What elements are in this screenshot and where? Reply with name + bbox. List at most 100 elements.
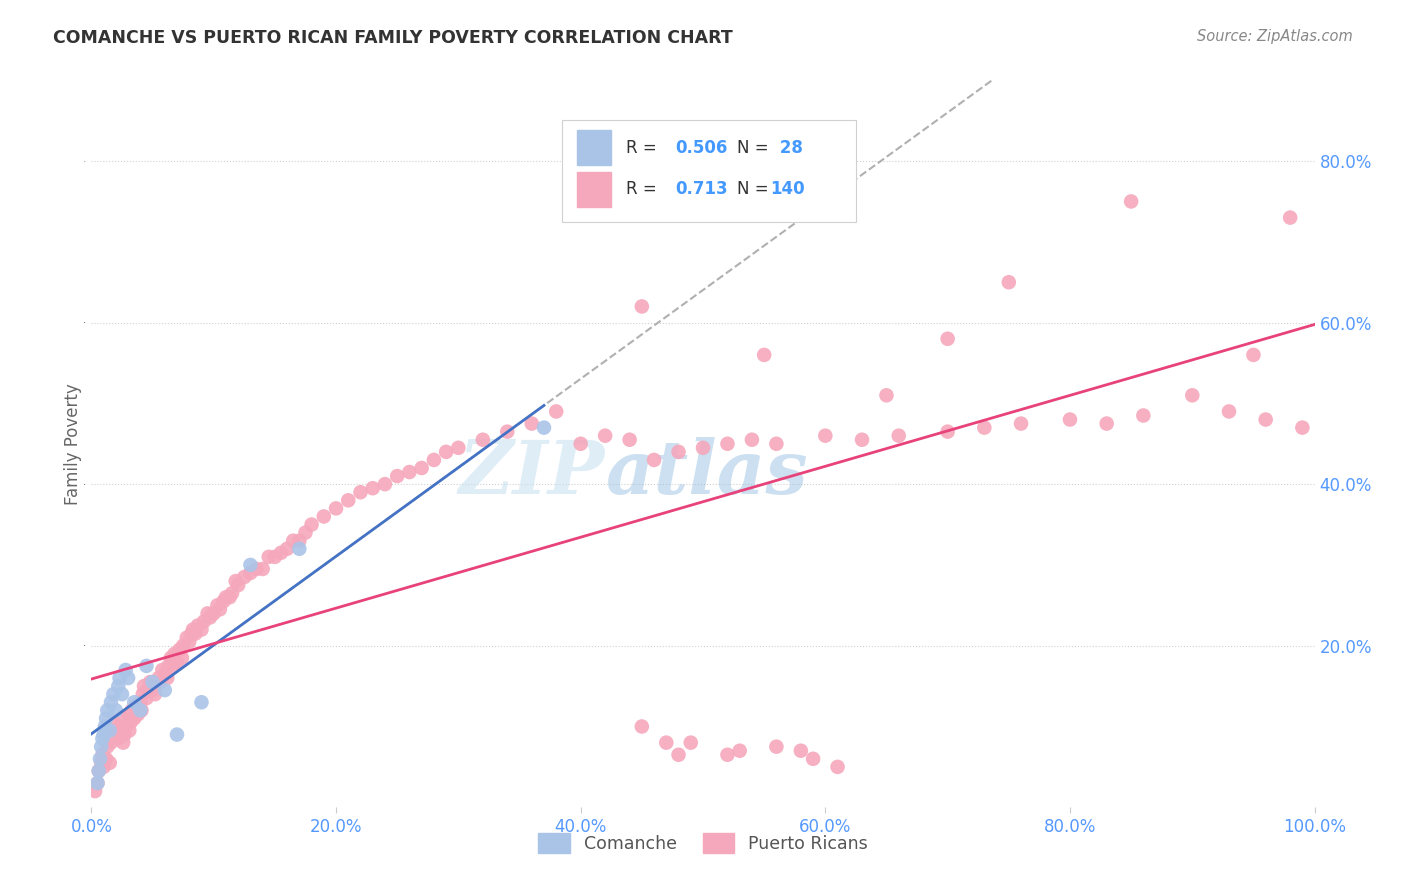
Point (135, 659, 157, 673)
Text: 0.713: 0.713 (675, 180, 727, 198)
Text: 28: 28 (773, 139, 803, 157)
Point (233, 570, 256, 584)
Point (221, 586, 243, 600)
Point (124, 699, 146, 714)
Point (98, 756, 121, 770)
Legend: Comanche, Puerto Ricans: Comanche, Puerto Ricans (531, 826, 875, 861)
Y-axis label: Family Poverty: Family Poverty (65, 383, 82, 505)
Point (98, 723, 121, 738)
Point (851, 433, 873, 447)
Point (122, 695, 145, 709)
Point (103, 687, 125, 701)
Point (84, 784, 107, 798)
Point (325, 501, 347, 516)
Point (100, 695, 122, 709)
Point (96, 703, 118, 717)
Point (643, 453, 665, 467)
Point (100, 736, 122, 750)
Point (163, 647, 186, 661)
Point (655, 736, 678, 750)
Point (96, 739, 118, 754)
Point (741, 433, 763, 447)
Text: 0.506: 0.506 (675, 139, 727, 157)
Point (716, 436, 738, 450)
Point (156, 671, 179, 685)
Point (998, 275, 1021, 289)
Point (447, 441, 470, 455)
Point (104, 728, 127, 742)
Text: atlas: atlas (605, 436, 808, 509)
Point (181, 623, 204, 637)
Point (754, 348, 776, 362)
Point (94, 719, 117, 733)
Point (108, 671, 131, 685)
Point (337, 493, 360, 508)
Point (117, 671, 139, 685)
Point (1010, 417, 1032, 431)
Point (170, 650, 193, 665)
Point (887, 428, 910, 442)
Point (1279, 211, 1302, 225)
Point (668, 747, 690, 762)
Point (91, 731, 114, 746)
Point (218, 591, 240, 605)
Point (239, 566, 262, 580)
Point (117, 707, 139, 722)
Point (90, 756, 112, 770)
Point (132, 679, 155, 693)
Point (90, 739, 112, 754)
Point (1254, 412, 1277, 426)
Bar (576, 130, 612, 165)
Point (198, 610, 221, 624)
Bar (576, 172, 612, 207)
Point (471, 433, 494, 447)
Point (619, 433, 641, 447)
Point (104, 703, 127, 717)
Point (190, 695, 212, 709)
Point (139, 675, 162, 690)
Text: Source: ZipAtlas.com: Source: ZipAtlas.com (1197, 29, 1353, 45)
Point (245, 562, 267, 576)
Point (148, 671, 170, 685)
Point (89, 752, 111, 766)
Point (114, 719, 136, 733)
Point (122, 711, 145, 725)
Point (141, 683, 163, 698)
Point (108, 719, 131, 733)
Point (145, 679, 167, 693)
Point (114, 663, 136, 677)
Point (87, 764, 110, 778)
Point (1218, 404, 1240, 418)
Point (398, 465, 420, 479)
Point (129, 703, 152, 717)
Point (385, 469, 409, 483)
Text: N =: N = (737, 180, 769, 198)
Point (239, 558, 262, 572)
Point (157, 659, 180, 673)
Point (1095, 417, 1118, 431)
Point (1243, 348, 1265, 362)
Point (118, 723, 141, 738)
Point (86, 776, 108, 790)
Point (103, 723, 125, 738)
Point (765, 739, 787, 754)
Point (546, 404, 568, 418)
Point (162, 659, 184, 673)
Point (257, 549, 280, 564)
Point (184, 626, 207, 640)
Point (631, 719, 654, 733)
Point (121, 703, 143, 717)
Point (631, 300, 654, 314)
FancyBboxPatch shape (562, 120, 856, 222)
Point (312, 509, 335, 524)
Point (973, 420, 995, 434)
Point (215, 591, 238, 605)
Point (87, 764, 110, 778)
Point (190, 623, 212, 637)
Text: R =: R = (626, 139, 662, 157)
Point (112, 736, 135, 750)
Point (288, 533, 311, 548)
Point (132, 687, 155, 701)
Point (202, 607, 225, 621)
Point (496, 425, 519, 439)
